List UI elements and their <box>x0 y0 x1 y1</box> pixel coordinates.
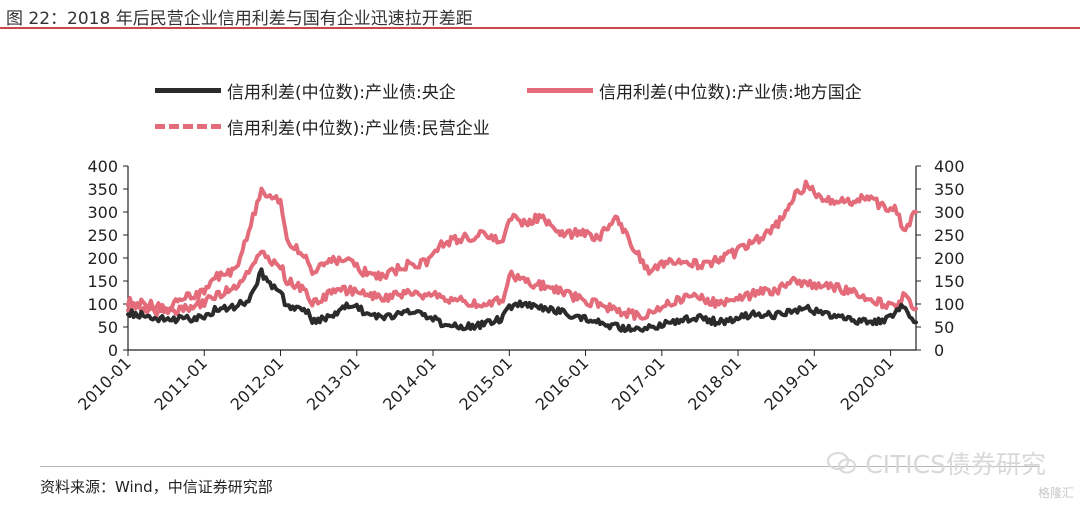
x-tick-label: 2015-01 <box>455 353 516 414</box>
source-note: 资料来源：Wind，中信证券研究部 <box>40 478 273 496</box>
y-tick-label-left: 400 <box>87 157 118 176</box>
title-rule <box>0 27 1080 29</box>
legend-swatch-central-soe <box>155 88 221 93</box>
x-tick-label: 2010-01 <box>74 353 135 414</box>
y-tick-label-right: 50 <box>934 318 954 337</box>
x-tick-label: 2019-01 <box>760 353 821 414</box>
legend-swatch-local-soe <box>527 88 593 93</box>
x-tick-label: 2014-01 <box>379 353 440 414</box>
y-tick-label-left: 100 <box>87 295 118 314</box>
y-tick-label-right: 200 <box>934 249 965 268</box>
watermark: CITICS债券研究 <box>827 445 1046 481</box>
y-tick-label-left: 250 <box>87 226 118 245</box>
y-tick-label-right: 300 <box>934 203 965 222</box>
y-tick-label-left: 350 <box>87 180 118 199</box>
y-tick-label-right: 0 <box>934 341 944 360</box>
series-line-private <box>126 267 918 334</box>
watermark-small: 格隆汇 <box>1037 486 1074 500</box>
y-tick-label-left: 300 <box>87 203 118 222</box>
watermark-text: CITICS债券研究 <box>865 450 1046 479</box>
y-tick-label-right: 250 <box>934 226 965 245</box>
x-tick-label: 2020-01 <box>837 353 898 414</box>
bottom-rule <box>40 466 1040 467</box>
figure-title: 图 22：2018 年后民营企业信用利差与国有企业迅速拉开差距 <box>6 9 473 29</box>
x-tick-label: 2017-01 <box>608 353 669 414</box>
legend-item-local-soe: 信用利差(中位数):产业债:地方国企 <box>527 78 862 103</box>
y-tick-label-right: 100 <box>934 295 965 314</box>
y-tick-label-left: 150 <box>87 272 118 291</box>
series-line-local-soe <box>126 249 918 321</box>
y-tick-label-left: 200 <box>87 249 118 268</box>
x-tick-label: 2011-01 <box>150 353 211 414</box>
legend-swatch-private <box>155 124 221 129</box>
legend-label-private: 信用利差(中位数):产业债:民营企业 <box>227 119 490 139</box>
y-tick-label-left: 50 <box>98 318 118 337</box>
series-line-central-soe <box>126 179 918 313</box>
legend-label-local-soe: 信用利差(中位数):产业债:地方国企 <box>599 83 862 103</box>
y-tick-label-left: 0 <box>108 341 118 360</box>
y-tick-label-right: 350 <box>934 180 965 199</box>
x-tick-label: 2013-01 <box>303 353 364 414</box>
wechat-icon <box>827 452 857 474</box>
legend-label-central-soe: 信用利差(中位数):产业债:央企 <box>227 83 456 103</box>
y-tick-label-right: 150 <box>934 272 965 291</box>
legend-item-central-soe: 信用利差(中位数):产业债:央企 <box>155 78 456 103</box>
x-tick-label: 2012-01 <box>227 353 288 414</box>
x-tick-label: 2016-01 <box>532 353 593 414</box>
y-tick-label-right: 400 <box>934 157 965 176</box>
x-tick-label: 2018-01 <box>684 353 745 414</box>
legend-item-private: 信用利差(中位数):产业债:民营企业 <box>155 114 490 139</box>
